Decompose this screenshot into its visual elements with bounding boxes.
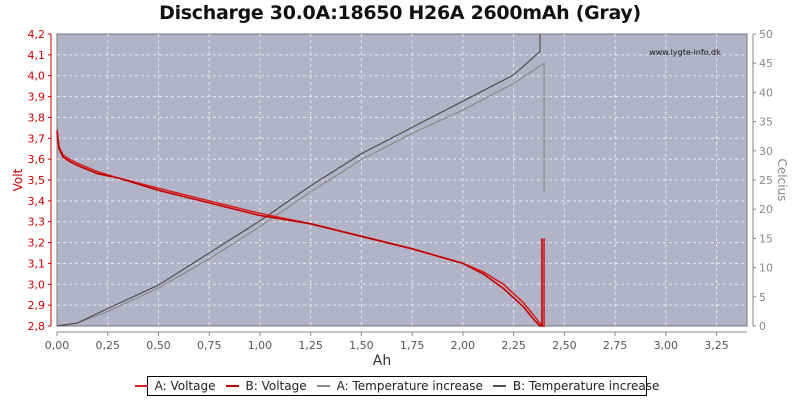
x-tick-label: 0,50 xyxy=(146,339,171,352)
y-right-tick-label: 25 xyxy=(759,174,773,187)
legend-swatch-icon xyxy=(225,385,239,387)
y-left-tick-label: 3,0 xyxy=(28,278,46,291)
y-left-tick-label: 3,2 xyxy=(28,237,46,250)
y-right-tick-label: 20 xyxy=(759,203,773,216)
x-tick-label: 1,50 xyxy=(349,339,374,352)
watermark: www.lygte-info.dk xyxy=(649,48,721,57)
series-line-a-temperature-increase xyxy=(56,62,545,327)
y-right-tick-label: 45 xyxy=(759,57,773,70)
y-left-tick-label: 3,5 xyxy=(28,174,46,187)
y-right-axis-label: Celcius xyxy=(775,159,789,202)
y-left-tick-label: 4,2 xyxy=(28,28,46,41)
y-left-tick-label: 4,1 xyxy=(28,49,46,62)
x-tick-label: 2,50 xyxy=(552,339,577,352)
legend-label: B: Temperature increase xyxy=(512,379,660,393)
series-line-b-voltage xyxy=(56,131,543,327)
x-tick-label: 2,75 xyxy=(603,339,628,352)
y-right-tick-label: 0 xyxy=(759,320,766,333)
legend-item: B: Temperature increase xyxy=(492,379,660,393)
y-left-tick-label: 3,7 xyxy=(28,132,46,145)
x-tick-label: 0,00 xyxy=(45,339,70,352)
legend-item: A: Voltage xyxy=(134,379,216,393)
y-right-tick-label: 35 xyxy=(759,116,773,129)
legend: A: Voltage B: Voltage A: Temperature incre… xyxy=(134,376,659,396)
y-left-tick-label: 2,9 xyxy=(28,299,46,312)
legend-swatch-icon xyxy=(492,385,506,387)
x-tick-label: 3,25 xyxy=(704,339,729,352)
y-left-tick-label: 3,4 xyxy=(28,195,46,208)
y-left-tick-label: 4,0 xyxy=(28,70,46,83)
legend-label: A: Voltage xyxy=(154,379,216,393)
y-left-tick-label: 2,8 xyxy=(28,320,46,333)
chart-title: Discharge 30.0A:18650 H26A 2600mAh (Gray… xyxy=(159,2,641,24)
y-left-axis-label: Volt xyxy=(11,168,25,191)
x-tick-label: 2,25 xyxy=(501,339,526,352)
x-tick-label: 1,00 xyxy=(248,339,273,352)
x-tick-label: 1,25 xyxy=(298,339,323,352)
legend-label: B: Voltage xyxy=(245,379,307,393)
x-axis-label: Ah xyxy=(373,353,391,369)
y-right-tick-label: 30 xyxy=(759,145,773,158)
y-right-tick-label: 5 xyxy=(759,291,766,304)
y-right-tick-label: 50 xyxy=(759,28,773,41)
y-right-tick-label: 40 xyxy=(759,86,773,99)
legend-label: A: Temperature increase xyxy=(336,379,483,393)
legend-item: A: Temperature increase xyxy=(316,379,483,393)
legend-swatch-icon xyxy=(316,385,330,387)
x-tick-label: 0,75 xyxy=(197,339,222,352)
y-right-tick-label: 15 xyxy=(759,232,773,245)
x-tick-label: 2,00 xyxy=(451,339,476,352)
legend-item: B: Voltage xyxy=(225,379,307,393)
x-tick-label: 0,25 xyxy=(95,339,120,352)
y-left-tick-label: 3,3 xyxy=(28,216,46,229)
x-tick-label: 3,00 xyxy=(654,339,679,352)
y-left-tick-label: 3,8 xyxy=(28,111,46,124)
y-left-tick-label: 3,6 xyxy=(28,153,46,166)
y-right-tick-label: 10 xyxy=(759,262,773,275)
y-left-tick-label: 3,9 xyxy=(28,91,46,104)
grid xyxy=(57,34,747,326)
series-line-b-temperature-increase xyxy=(56,34,541,327)
x-tick-label: 1,75 xyxy=(400,339,425,352)
legend-swatch-icon xyxy=(134,385,148,387)
y-left-tick-label: 3,1 xyxy=(28,257,46,270)
